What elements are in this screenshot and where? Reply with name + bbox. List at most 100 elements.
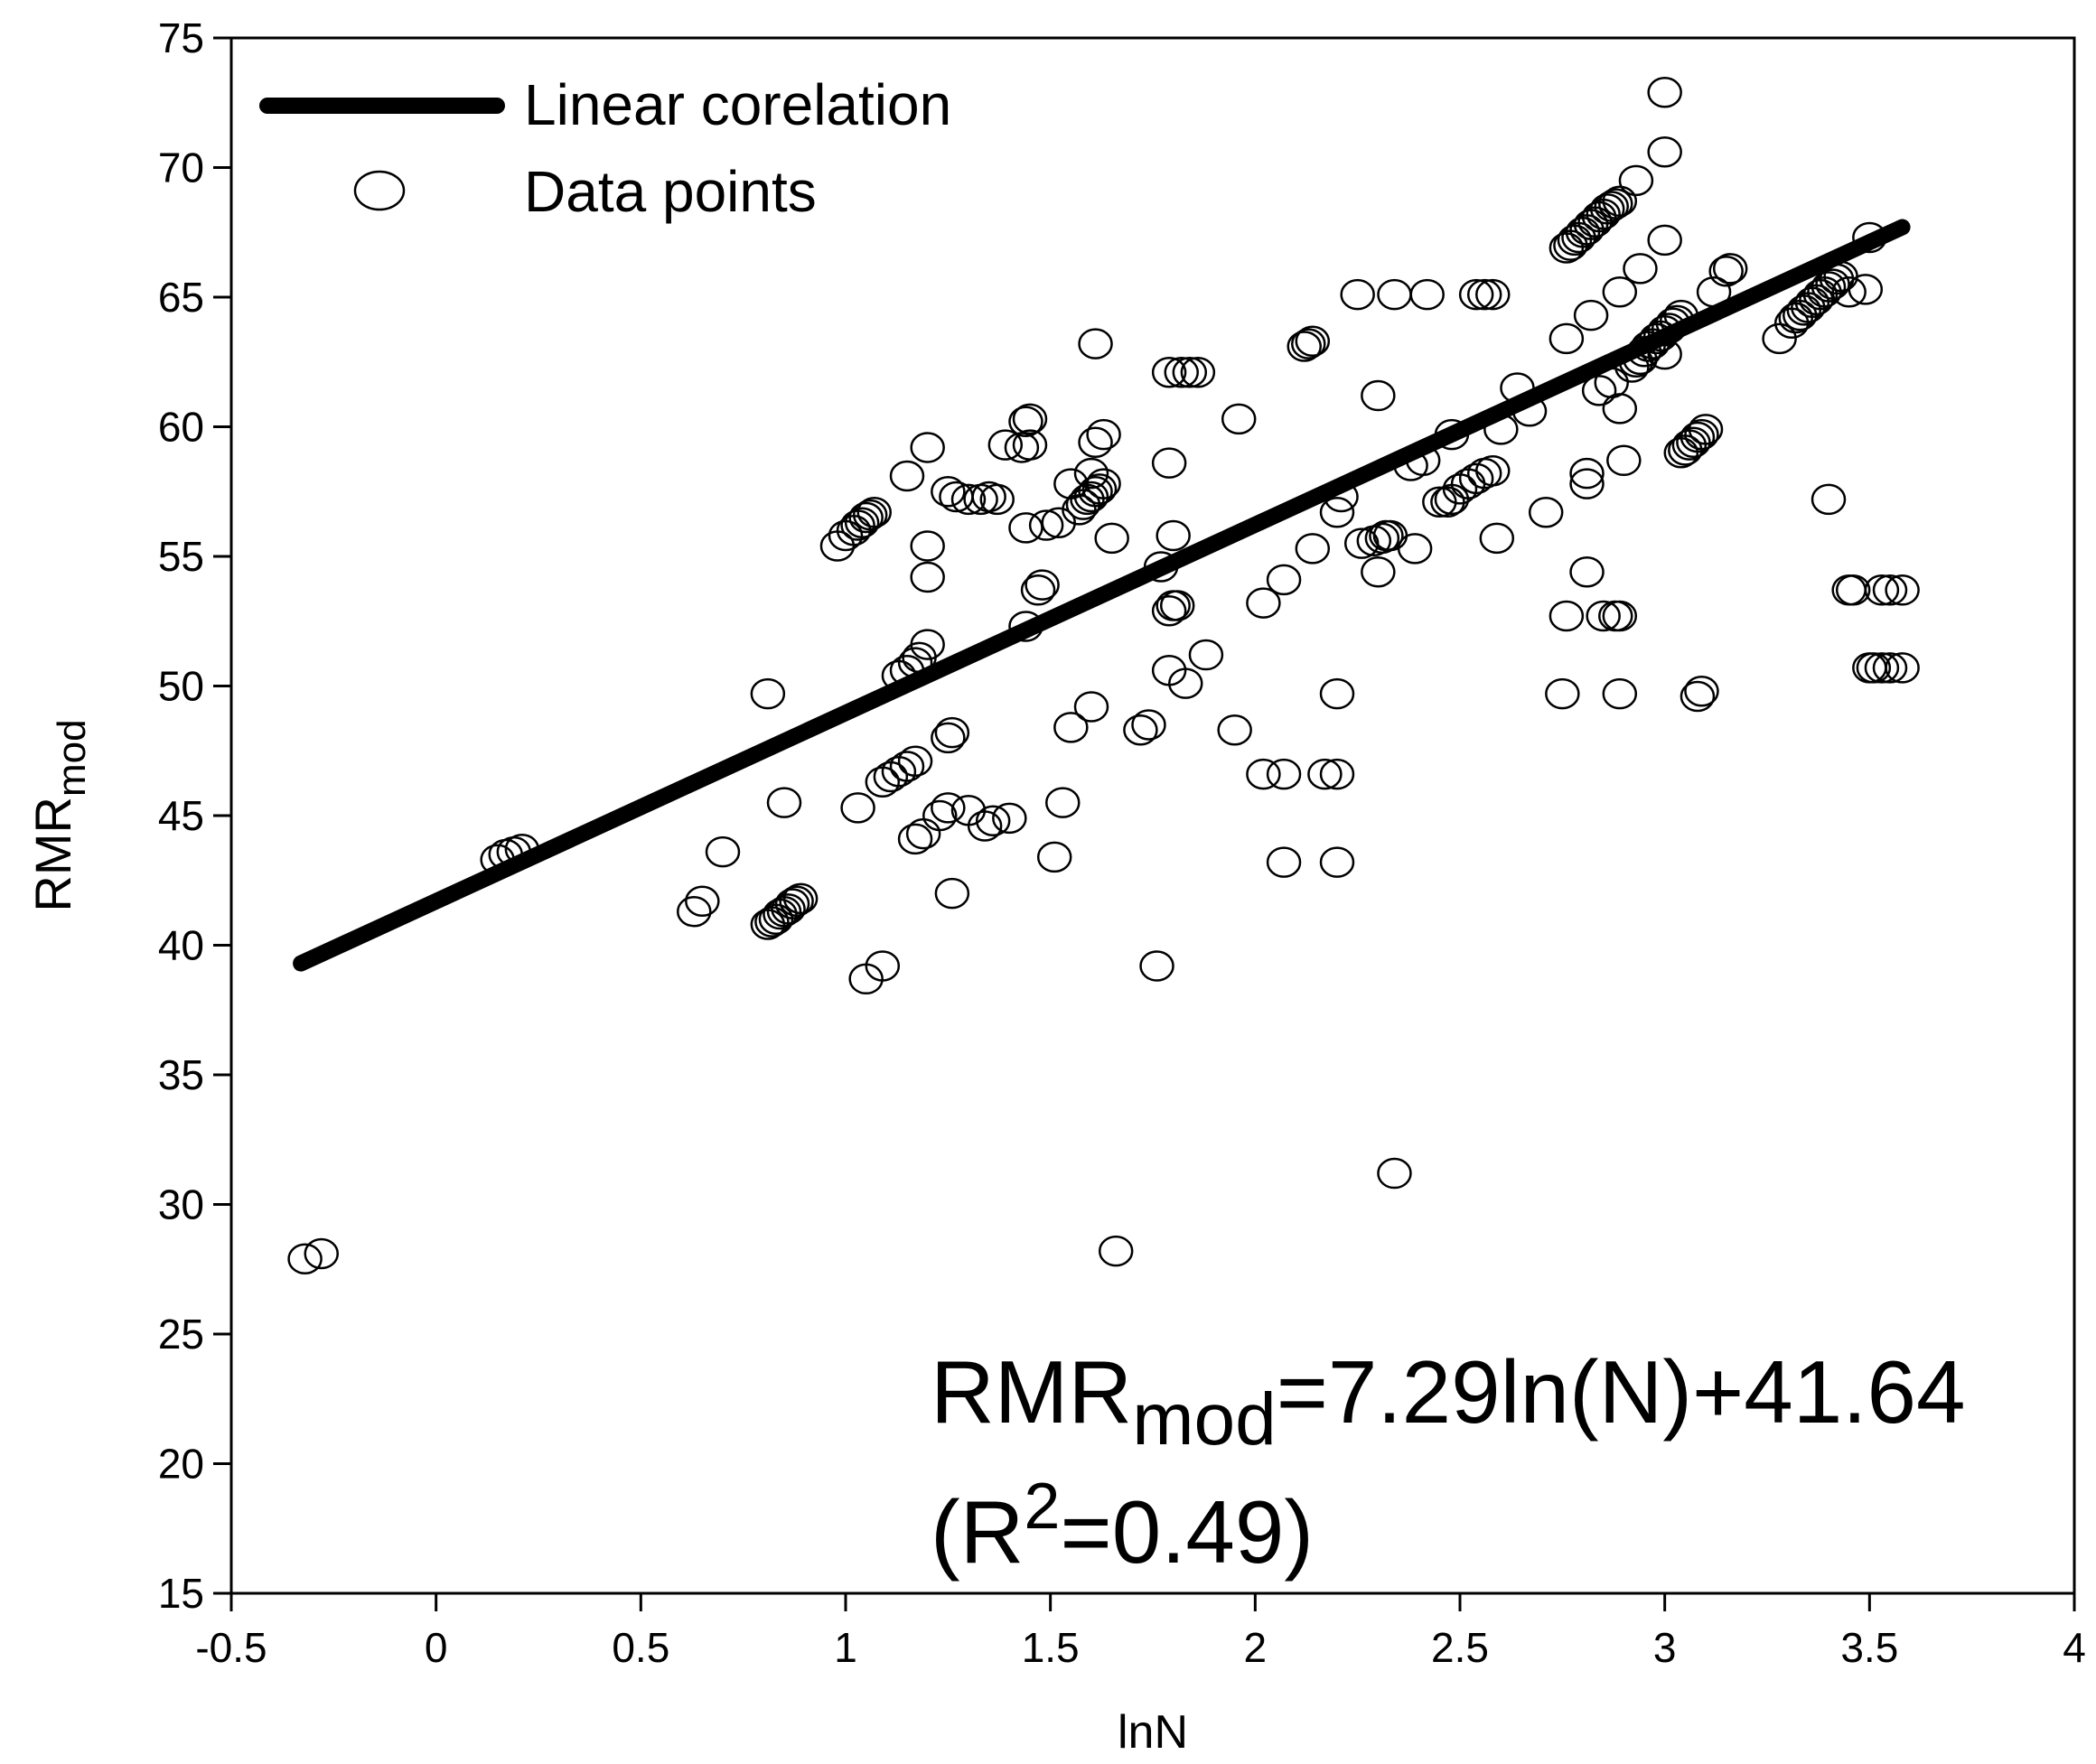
- data-point: [1078, 328, 1113, 359]
- data-point: [766, 787, 802, 818]
- y-tick-label: 40: [158, 922, 204, 969]
- data-point: [1045, 787, 1081, 818]
- data-point: [1012, 403, 1048, 435]
- legend-circle-swatch: [353, 170, 406, 211]
- x-tick-label: 2: [1244, 1624, 1268, 1671]
- data-point: [910, 530, 945, 562]
- data-point: [1545, 677, 1580, 710]
- data-point: [979, 483, 1015, 516]
- x-tick-label: 0: [425, 1624, 448, 1671]
- x-tick-label: 3.5: [1840, 1624, 1898, 1671]
- x-axis: -0.5 0 0.5 1 1.5 2 2.5 3 3.5 4: [195, 1593, 2086, 1671]
- data-point: [987, 429, 1024, 461]
- data-point: [1602, 276, 1638, 308]
- data-point: [1835, 574, 1871, 606]
- data-point: [1885, 574, 1920, 606]
- data-point: [1458, 462, 1494, 495]
- data-point: [304, 1237, 339, 1270]
- equation-rest: =7.29ln(N)+41.64: [1277, 1342, 1966, 1442]
- data-point: [1036, 841, 1072, 873]
- data-point: [1246, 758, 1281, 790]
- data-point: [1319, 846, 1355, 878]
- data-point: [1319, 677, 1355, 710]
- y-tick-label: 70: [158, 145, 204, 191]
- data-point: [1086, 418, 1121, 451]
- data-point: [1458, 278, 1494, 311]
- data-point: [1008, 406, 1043, 438]
- data-point: [1156, 519, 1191, 552]
- data-point: [1864, 652, 1900, 684]
- data-point: [950, 483, 987, 516]
- r2-rest: =0.49): [1060, 1482, 1314, 1582]
- data-point: [1295, 325, 1331, 358]
- r-squared-annotation: (R2=0.49): [931, 1470, 1314, 1582]
- data-point: [1307, 758, 1343, 790]
- data-point: [897, 823, 933, 855]
- data-point: [1151, 447, 1187, 479]
- data-point: [1606, 444, 1642, 477]
- data-point: [1172, 356, 1208, 388]
- x-tick-label: 1: [834, 1624, 857, 1671]
- y-tick-label: 50: [158, 663, 204, 710]
- data-point: [1647, 136, 1682, 168]
- data-point: [1872, 652, 1908, 684]
- data-point: [1098, 1235, 1134, 1267]
- data-point: [1266, 846, 1302, 878]
- data-point: [1094, 522, 1129, 555]
- data-point: [1815, 268, 1850, 300]
- x-axis-label: lnN: [1118, 1706, 1188, 1759]
- data-point: [922, 799, 958, 832]
- data-point: [1647, 224, 1682, 257]
- data-point: [1479, 522, 1515, 555]
- regression-line: [293, 219, 1911, 972]
- regression-line-group: [293, 219, 1911, 972]
- data-point: [705, 835, 741, 868]
- data-point: [1397, 533, 1433, 565]
- r2-sup: 2: [1024, 1470, 1060, 1543]
- data-point: [1159, 590, 1195, 621]
- data-point: [975, 805, 1011, 836]
- y-tick-label: 45: [158, 792, 204, 839]
- data-point: [779, 885, 814, 917]
- data-point: [1848, 274, 1884, 305]
- data-point: [1712, 253, 1748, 285]
- data-point: [1319, 496, 1355, 528]
- data-point: [1025, 569, 1060, 601]
- data-point: [910, 561, 945, 593]
- data-point: [1008, 512, 1043, 544]
- y-axis-label-base: RMR: [24, 797, 81, 912]
- data-point: [771, 893, 806, 925]
- x-tick-label: -0.5: [195, 1624, 267, 1671]
- data-point: [1811, 271, 1847, 303]
- r2-open: (R: [931, 1482, 1024, 1582]
- data-point: [1602, 185, 1638, 218]
- data-point: [931, 792, 966, 824]
- data-point: [1762, 322, 1797, 355]
- data-point: [934, 877, 970, 910]
- data-point: [1549, 600, 1585, 632]
- y-tick-label: 15: [158, 1570, 204, 1617]
- y-tick-label: 55: [158, 533, 204, 580]
- data-point: [1680, 421, 1716, 453]
- data-point: [1287, 331, 1322, 362]
- data-point: [856, 496, 892, 528]
- data-point: [1598, 188, 1633, 219]
- x-tick-label: 2.5: [1431, 1624, 1489, 1671]
- data-point: [1340, 278, 1375, 311]
- x-tick-label: 0.5: [612, 1624, 669, 1671]
- data-point: [1086, 468, 1121, 499]
- data-point: [1594, 191, 1629, 222]
- data-point: [1831, 276, 1867, 308]
- data-point: [774, 888, 810, 919]
- data-point: [1684, 675, 1719, 707]
- data-point: [1549, 322, 1585, 355]
- data-point: [1295, 533, 1331, 565]
- data-point: [1586, 600, 1621, 632]
- y-tick-label: 30: [158, 1181, 204, 1228]
- data-point: [852, 499, 888, 531]
- data-point: [1246, 587, 1281, 619]
- data-point: [1618, 164, 1654, 197]
- y-axis-label: RMRmod: [24, 719, 94, 911]
- data-point: [1602, 393, 1638, 425]
- data-point: [848, 501, 884, 534]
